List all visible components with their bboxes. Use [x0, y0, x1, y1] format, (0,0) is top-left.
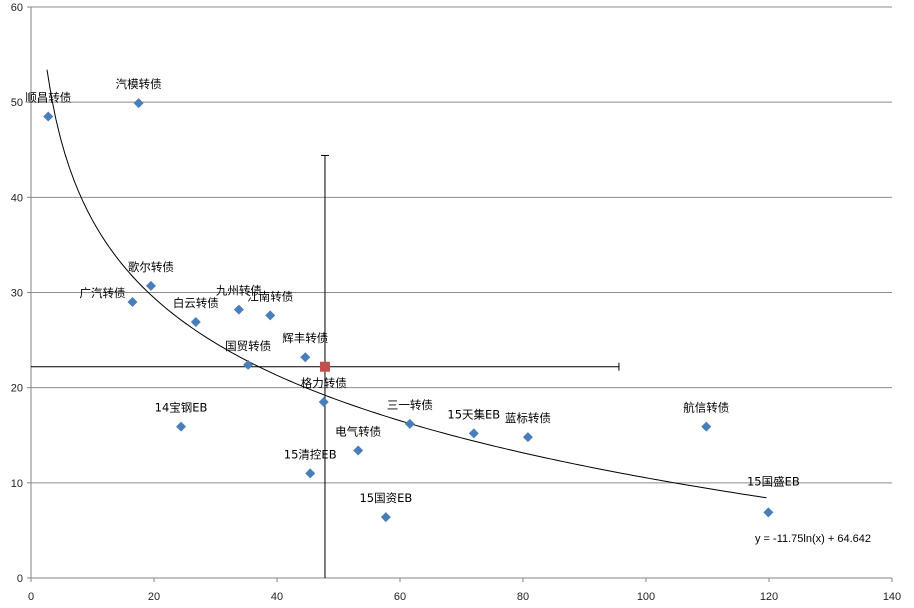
point-label: 15国盛EB [747, 474, 800, 488]
data-point [353, 445, 364, 456]
point-label: 白云转债 [173, 296, 219, 310]
data-point [127, 297, 138, 308]
y-tick-label: 10 [11, 478, 23, 490]
data-point [133, 98, 144, 109]
point-label: 15国资EB [359, 491, 412, 505]
trendline-curve [46, 69, 767, 499]
point-labels: 顺昌转债 汽模转债歌尔转债广汽转债白云转债九州转债江南转债辉丰转债国贸转债格力转债… [25, 77, 800, 505]
point-label: 辉丰转债 [282, 331, 328, 345]
y-tick-label: 0 [17, 573, 23, 585]
point-label: 江南转债 [247, 289, 293, 303]
data-point [318, 396, 329, 407]
x-tick-label: 0 [28, 591, 34, 603]
tick-labels: 0 10 20 30 40 50 60 0 20 40 60 80 100 120 140 [11, 2, 901, 603]
point-label: 广汽转债 [79, 286, 125, 300]
x-tick-label: 100 [637, 591, 655, 603]
data-point [763, 507, 774, 518]
center-point [319, 361, 330, 372]
point-label: 15清控EB [284, 447, 337, 461]
data-point [265, 310, 276, 321]
x-tick-label: 140 [883, 591, 901, 603]
data-point [701, 421, 712, 432]
point-label: 汽模转债 [116, 77, 162, 91]
data-point [305, 468, 316, 479]
x-tick-label: 60 [394, 591, 406, 603]
data-point [468, 428, 479, 439]
x-tick-label: 80 [517, 591, 529, 603]
y-tick-label: 20 [11, 383, 23, 395]
x-tick-label: 20 [148, 591, 160, 603]
y-tick-label: 30 [11, 288, 23, 300]
y-tick-label: 50 [11, 97, 23, 109]
point-label: 14宝钢EB [155, 401, 208, 415]
data-point [233, 304, 244, 315]
trendline [46, 69, 767, 499]
point-label: 国贸转债 [225, 339, 271, 353]
data-point [404, 418, 415, 429]
point-label: 三一转债 [387, 398, 433, 412]
point-label: 电气转债 [335, 424, 381, 438]
point-label: 15天集EB [447, 407, 500, 421]
data-point [522, 432, 533, 443]
y-tick-label: 60 [11, 2, 23, 14]
data-point [380, 512, 391, 523]
data-point [43, 111, 54, 122]
data-point [243, 359, 254, 370]
x-tick-label: 120 [760, 591, 778, 603]
point-label: 格力转债 [301, 376, 347, 390]
y-tick-label: 40 [11, 192, 23, 204]
data-point [176, 421, 187, 432]
point-label: 顺昌转债 [25, 90, 71, 104]
point-label: 九州转债 [216, 284, 262, 298]
x-tick-label: 40 [271, 591, 283, 603]
gridlines [31, 6, 892, 484]
point-label: 歌尔转债 [128, 260, 174, 274]
data-point [300, 352, 311, 363]
data-point [190, 317, 201, 328]
point-label: 航信转债 [683, 401, 729, 415]
data-point [145, 280, 156, 291]
axes [27, 6, 893, 582]
data-points [43, 98, 774, 523]
point-label: 蓝标转债 [505, 411, 551, 425]
trendline-equation: y = -11.75ln(x) + 64.642 [755, 533, 871, 545]
